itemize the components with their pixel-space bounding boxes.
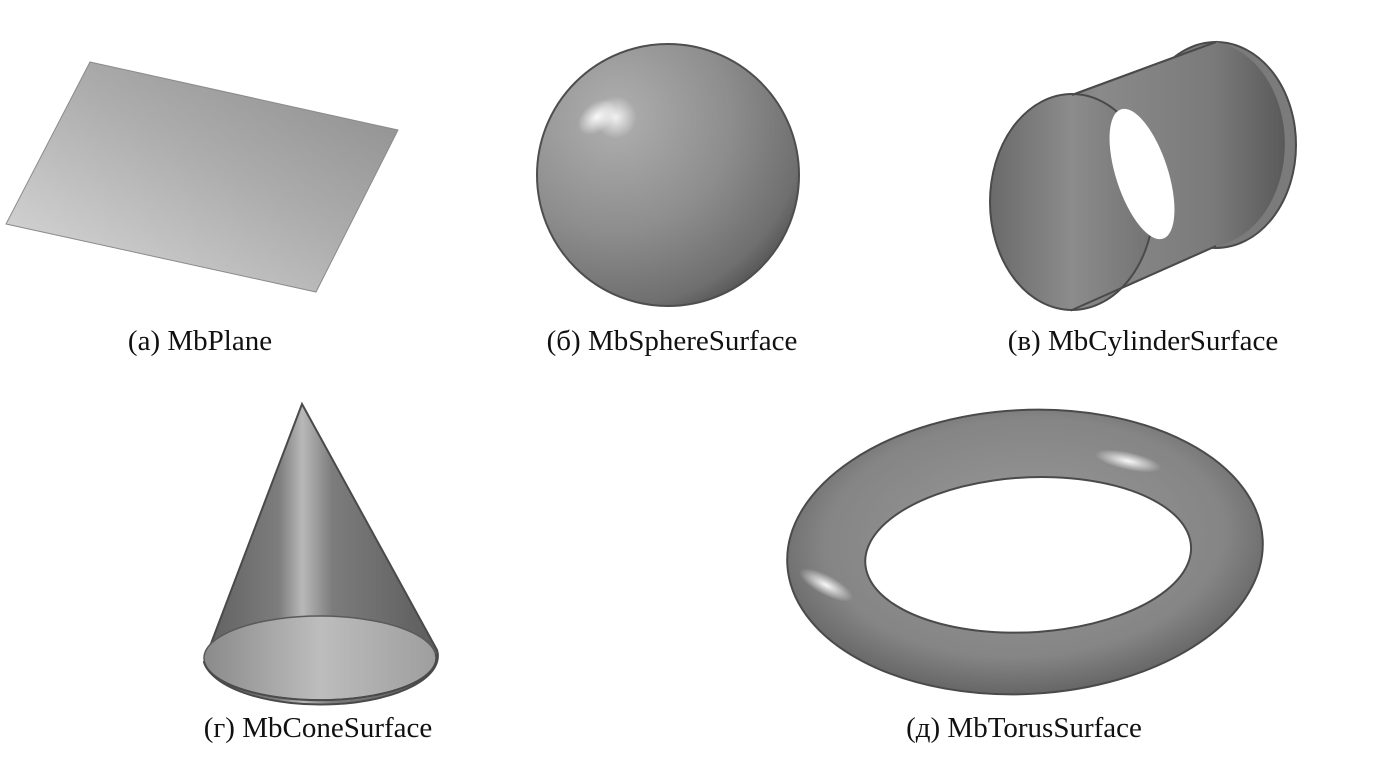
- caption-torus: (д) MbTorusSurface: [906, 712, 1142, 744]
- cone-shape: [202, 401, 439, 706]
- cylinder-shape: [989, 40, 1297, 312]
- caption-sphere: (б) MbSphereSurface: [546, 325, 798, 357]
- caption-cylinder: (в) MbCylinderSurface: [1007, 325, 1279, 357]
- sphere-shape: [536, 43, 800, 307]
- plane-shape: [5, 61, 399, 293]
- torus-shape: [786, 408, 1264, 696]
- caption-cone: (г) MbConeSurface: [203, 712, 433, 744]
- caption-plane: (а) MbPlane: [127, 325, 273, 357]
